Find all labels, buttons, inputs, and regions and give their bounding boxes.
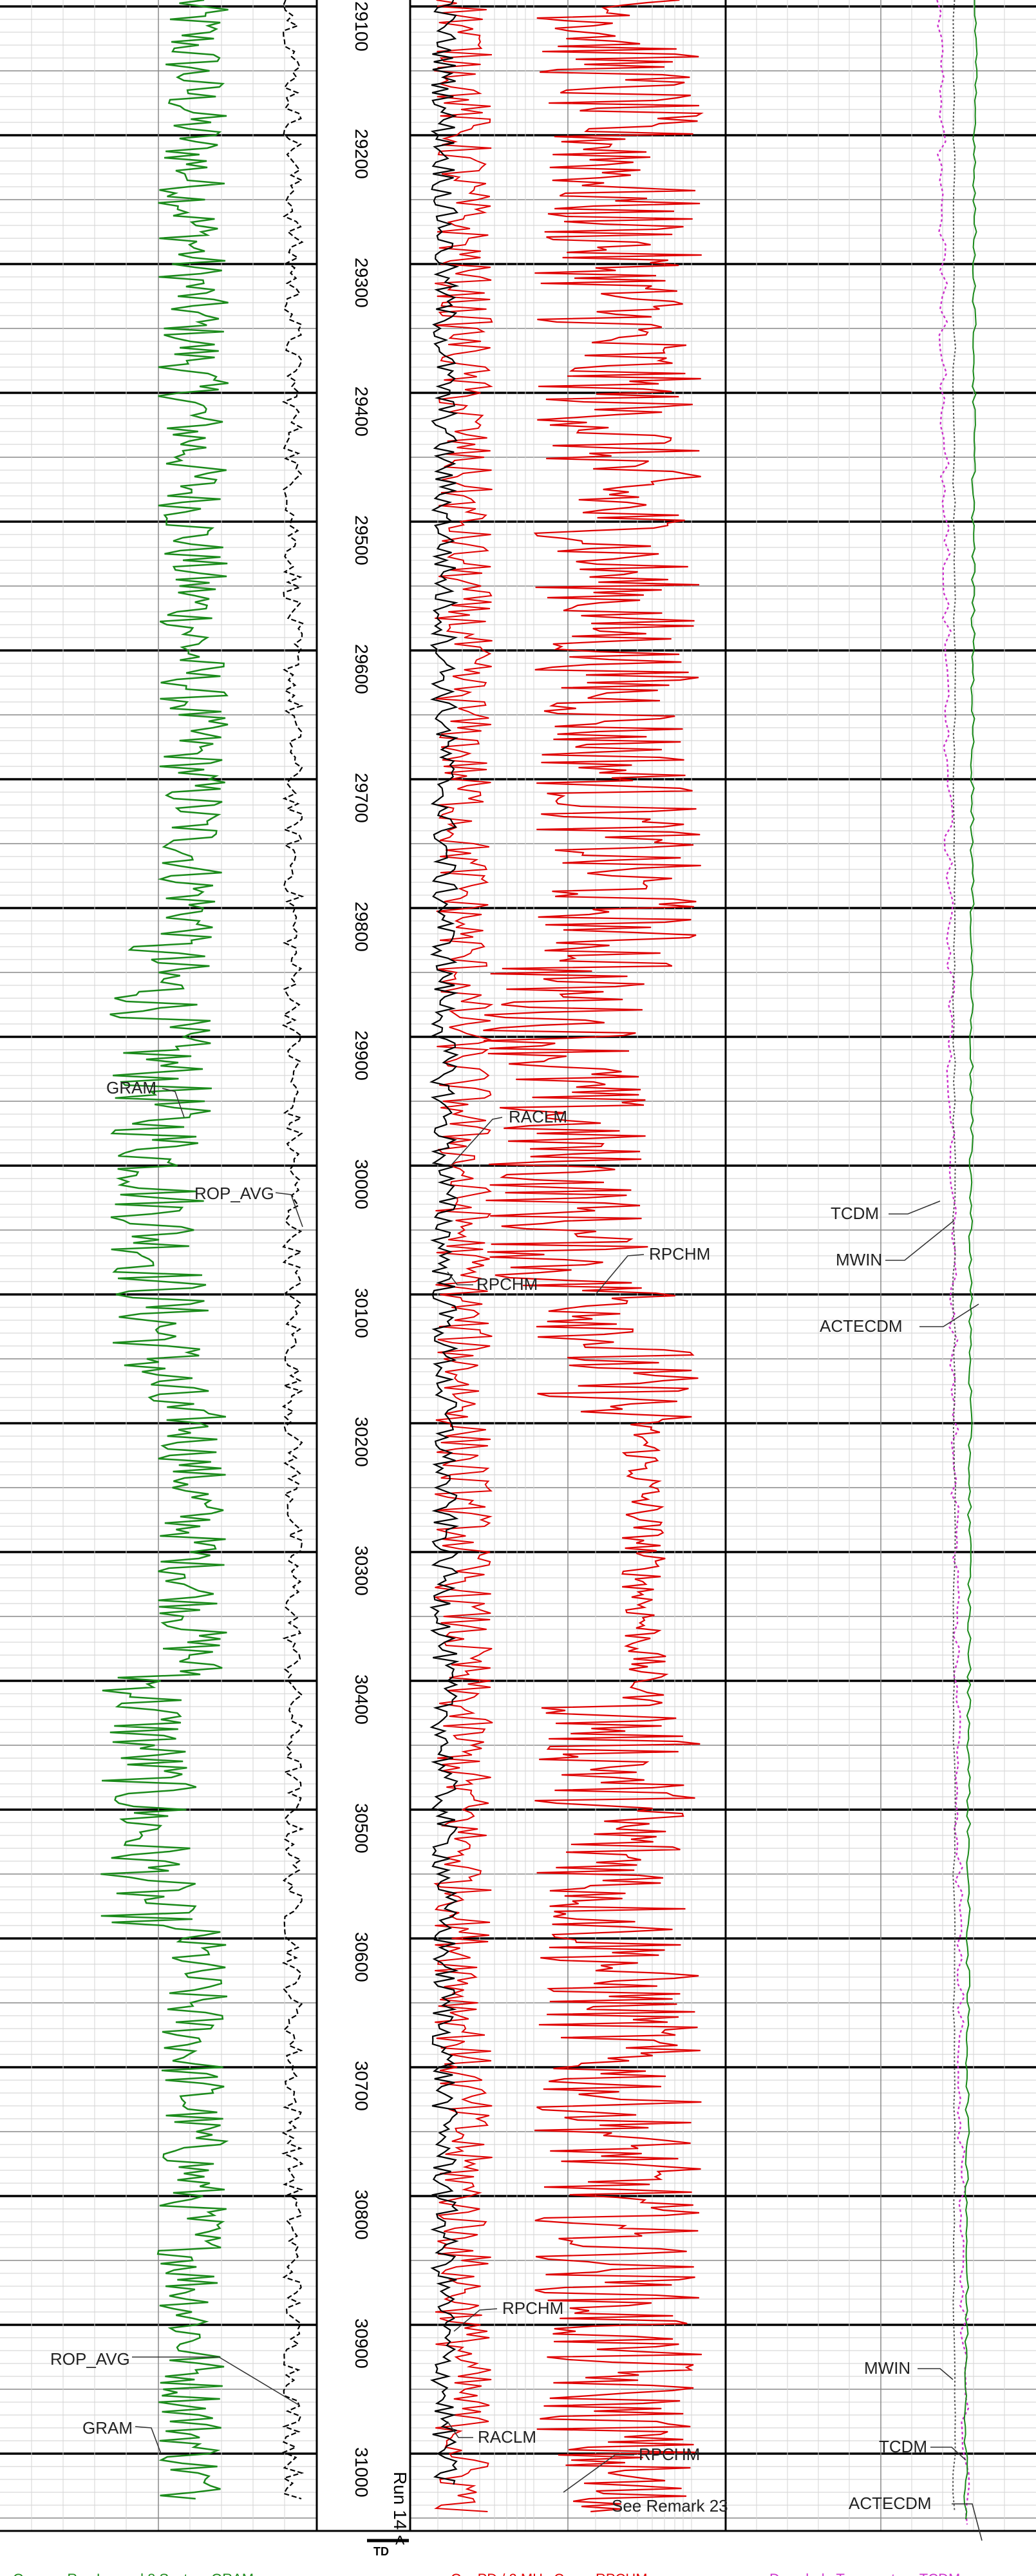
tcdm-curve <box>936 0 970 2525</box>
depth-label: 30600 <box>352 1932 372 1982</box>
track-footers: Gamma Ray Imaged 8 Sectors GRAM OnePD / … <box>13 2571 960 2576</box>
rop-avg-curve <box>281 0 305 2500</box>
resistivity-footer: OnePD / 2 MHz Comp RPCHM <box>451 2571 648 2576</box>
actecdm-label-lower: ACTECDM <box>849 2494 932 2513</box>
mwin-curve <box>952 0 957 2512</box>
depth-label: 29200 <box>352 129 372 179</box>
depth-label: 29900 <box>352 1030 372 1081</box>
depth-label: 29400 <box>352 386 372 437</box>
rpchm-label-upper-left: RPCHM <box>476 1274 538 1294</box>
depth-label: 29300 <box>352 258 372 308</box>
resistivity-aux-curve <box>429 0 460 2485</box>
mwin-label-upper: MWIN <box>836 1250 882 1269</box>
gamma-footer: Gamma Ray Imaged 8 Sectors GRAM <box>13 2571 254 2576</box>
tcdm-label-lower: TCDM <box>879 2437 927 2456</box>
run-marker: Run 14 < <box>390 2472 410 2545</box>
rop-avg-label-lower: ROP_AVG <box>50 2349 130 2369</box>
gram-label-upper: GRAM <box>106 1078 156 1097</box>
depth-label: 30400 <box>352 1674 372 1725</box>
actecdm-curve <box>963 0 978 2520</box>
rpchm-label-lower: RPCHM <box>502 2298 563 2318</box>
depth-label: 30700 <box>352 2061 372 2111</box>
depth-label: 30100 <box>352 1288 372 1338</box>
gamma-track-labels <box>132 1088 303 2454</box>
remark-label: See Remark 23 <box>612 2496 728 2515</box>
depth-label: 30800 <box>352 2190 372 2240</box>
resistivity-track-grid <box>410 0 726 2532</box>
gamma-track-grid <box>0 0 317 2532</box>
depth-label: 29700 <box>352 773 372 823</box>
tcdm-label-upper: TCDM <box>831 1204 879 1223</box>
gram-label-lower: GRAM <box>82 2418 133 2438</box>
depth-label: 29800 <box>352 902 372 952</box>
gram-curve <box>100 0 229 2500</box>
depth-label: 30900 <box>352 2318 372 2369</box>
depth-label: 29600 <box>352 644 372 694</box>
raclm-label-upper: RACLM <box>509 1107 567 1126</box>
raclm-label-lower: RACLM <box>478 2427 536 2447</box>
depth-label: 30000 <box>352 1159 372 1209</box>
rop-avg-label-upper: ROP_AVG <box>194 1184 274 1203</box>
rpchm-curve <box>483 0 704 2513</box>
ecd-track-grid <box>726 0 1036 2532</box>
raclm-curve <box>433 0 494 2512</box>
td-marker: TD <box>373 2545 389 2558</box>
mwin-label-lower: MWIN <box>864 2358 910 2378</box>
rpchm-label-upper-right: RPCHM <box>649 1244 710 1264</box>
resistivity-track-labels <box>447 1117 645 2493</box>
depth-label: 30200 <box>352 1417 372 1467</box>
depth-label: 29500 <box>352 515 372 565</box>
actecdm-label-upper: ACTECDM <box>820 1316 903 1336</box>
ecd-footer: Downhole Temperature TCDM <box>769 2571 960 2576</box>
depth-label: 29100 <box>352 1 372 52</box>
ecd-track-labels <box>885 1200 983 2541</box>
rpchm-label-lower-right: RPCHM <box>639 2445 700 2464</box>
depth-label: 31000 <box>352 2447 372 2497</box>
depth-label: 30300 <box>352 1546 372 1596</box>
depth-track: 29100 29200 29300 29400 29500 29600 29700 29800… <box>352 1 372 2497</box>
depth-label: 30500 <box>352 1803 372 1853</box>
